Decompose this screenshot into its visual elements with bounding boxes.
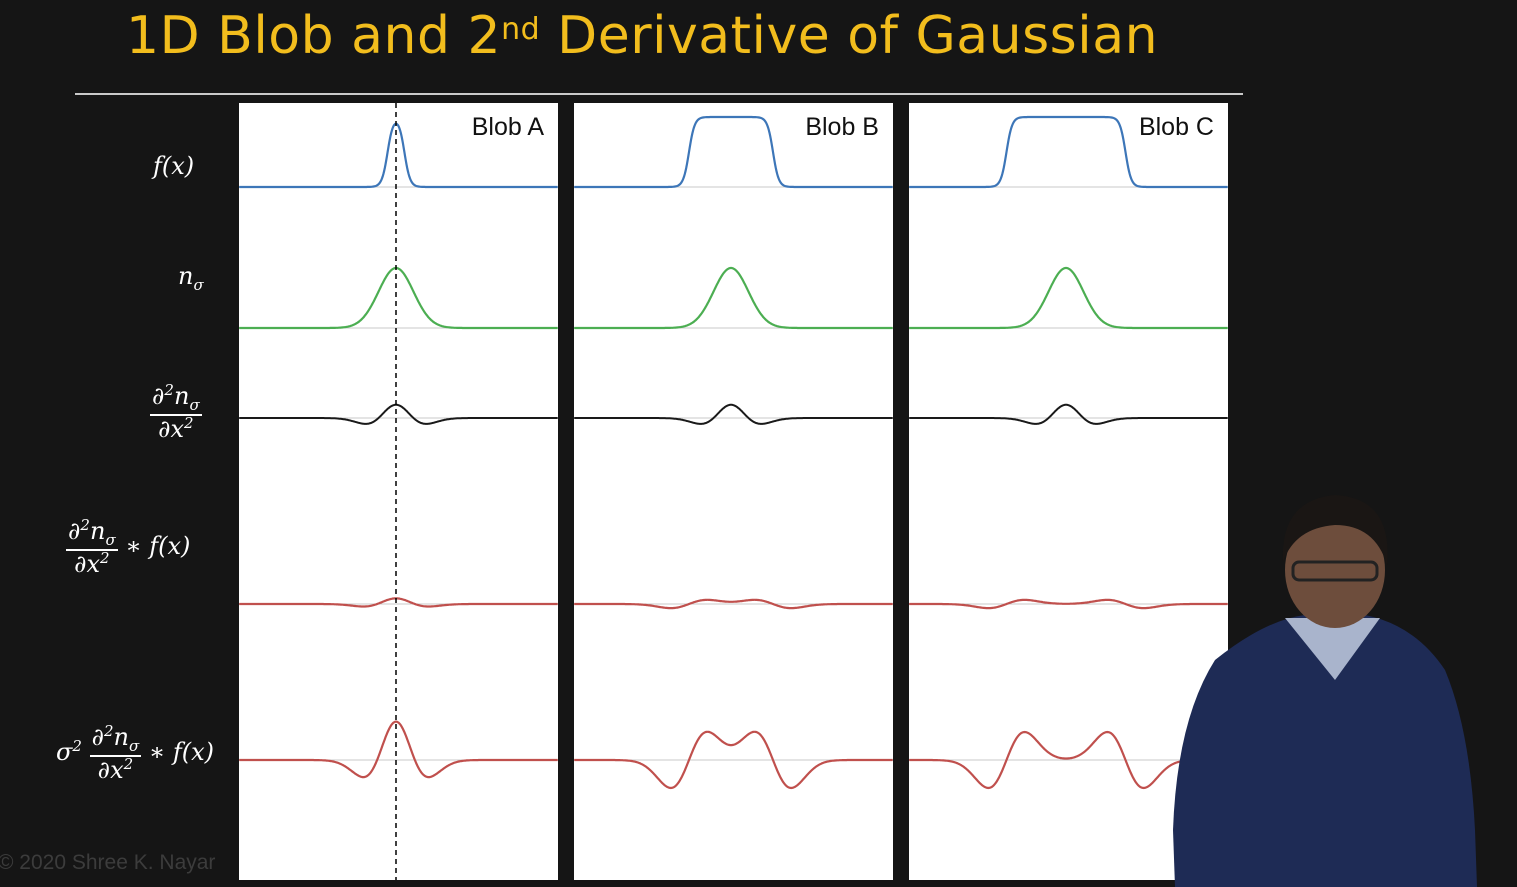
- presenter-head: [1285, 512, 1385, 628]
- denominator-exponent: 2: [184, 413, 194, 432]
- fraction-denominator: ∂x2: [72, 548, 112, 578]
- panel-label-blob-c: Blob C: [1138, 113, 1214, 141]
- row-label-normalized-response: σ2 ∂2nσ ∂x2 ∗ f(x): [56, 722, 214, 784]
- panel-blob-a: Blob A: [239, 103, 558, 880]
- numerator-var: n: [113, 723, 130, 751]
- row-label-second-derivative: ∂2nσ ∂x2: [150, 381, 202, 443]
- derivative-fraction: ∂2nσ ∂x2: [150, 381, 202, 443]
- derivative-fraction: ∂2nσ ∂x2: [89, 722, 142, 784]
- derivative-fraction: ∂2nσ ∂x2: [66, 516, 118, 578]
- title-prefix: 1D Blob and 2: [126, 6, 502, 66]
- copyright-watermark: © 2020 Shree K. Nayar: [0, 851, 216, 874]
- numerator-var: n: [173, 382, 190, 410]
- conv-suffix: ∗ f(x): [141, 737, 214, 766]
- row-label-f-x: f(x): [153, 152, 195, 180]
- numerator-exponent: 2: [104, 722, 114, 740]
- presenter-hair: [1282, 495, 1388, 565]
- second-derivative-curve: [239, 403, 558, 425]
- f-x-curve: [909, 115, 1228, 189]
- partial-symbol: ∂: [91, 723, 104, 751]
- denominator-var: ∂x: [97, 755, 124, 784]
- conv-suffix: ∗ f(x): [117, 531, 191, 560]
- fraction-denominator: ∂x2: [96, 754, 136, 784]
- blob-b-plots: [574, 115, 893, 790]
- f-x-curve: [239, 122, 558, 189]
- title-suffix: Derivative of Gaussian: [540, 6, 1159, 66]
- gaussian-curve: [239, 266, 558, 330]
- slide-title: 1D Blob and 2nd Derivative of Gaussian: [126, 6, 1158, 66]
- panel-blob-c: Blob C: [909, 103, 1228, 880]
- denominator-var: ∂x: [158, 414, 185, 443]
- numerator-sub: σ: [129, 736, 140, 755]
- blob-c-plots: [909, 115, 1228, 790]
- sigma-symbol: σ: [56, 737, 73, 766]
- f-x-curve: [574, 115, 893, 189]
- panel-label-blob-b: Blob B: [805, 113, 879, 141]
- denominator-exponent: 2: [123, 754, 134, 773]
- numerator-exponent: 2: [164, 381, 174, 399]
- numerator-var: n: [89, 517, 106, 545]
- convolution-curve: [909, 598, 1228, 610]
- convolution-curve: [574, 598, 893, 610]
- denominator-exponent: 2: [100, 548, 110, 567]
- second-derivative-curve: [574, 403, 893, 425]
- presenter-glasses: [1291, 560, 1379, 582]
- partial-symbol: ∂: [152, 382, 165, 410]
- fraction-denominator: ∂x2: [156, 413, 196, 443]
- convolution-curve: [239, 597, 558, 608]
- presenter-figure: [1173, 495, 1477, 887]
- partial-symbol: ∂: [68, 517, 81, 545]
- denominator-var: ∂x: [74, 549, 101, 578]
- sigma-exponent: 2: [72, 736, 82, 755]
- normalized-response-curve: [909, 730, 1228, 790]
- normalized-response-curve: [574, 730, 893, 790]
- title-superscript: nd: [501, 12, 541, 47]
- presenter-sweater: [1173, 615, 1477, 887]
- blob-a-plots: [239, 103, 558, 880]
- title-divider: [75, 93, 1243, 95]
- normalized-response-curve: [239, 720, 558, 779]
- n-base: n: [178, 262, 194, 290]
- numerator-exponent: 2: [80, 516, 90, 534]
- fraction-numerator: ∂2nσ: [66, 516, 118, 551]
- gaussian-curve: [574, 266, 893, 330]
- presenter-collar: [1285, 618, 1380, 680]
- n-sub: σ: [193, 275, 204, 294]
- panel-label-blob-a: Blob A: [471, 113, 544, 141]
- gaussian-curve: [909, 266, 1228, 330]
- panel-blob-b: Blob B: [574, 103, 893, 880]
- second-derivative-curve: [909, 403, 1228, 425]
- numerator-sub: σ: [189, 395, 200, 414]
- row-label-gaussian: nσ: [178, 262, 204, 294]
- numerator-sub: σ: [105, 530, 116, 549]
- row-label-convolution: ∂2nσ ∂x2 ∗ f(x): [66, 516, 191, 578]
- fraction-numerator: ∂2nσ: [89, 722, 142, 757]
- fraction-numerator: ∂2nσ: [150, 381, 202, 416]
